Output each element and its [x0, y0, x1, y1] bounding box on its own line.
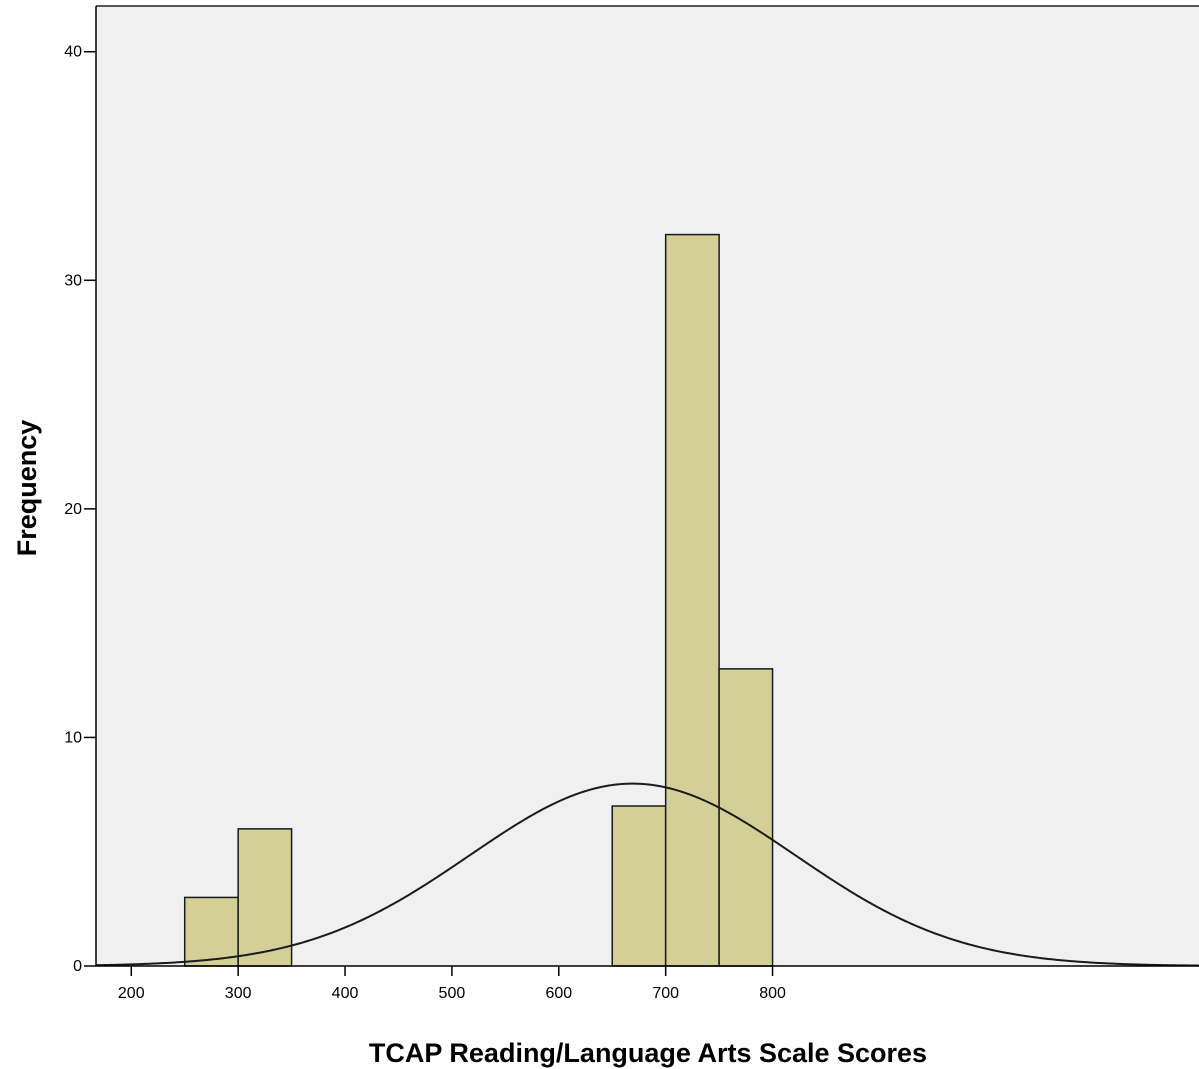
- histogram-bar-250-300: [183, 896, 239, 967]
- y-tick-label: 40: [64, 44, 82, 61]
- x-tick-label: 300: [225, 985, 252, 1002]
- histogram-bar-650-700: [611, 805, 667, 967]
- histogram-bar-750-800: [718, 668, 774, 967]
- y-tick-label: 30: [64, 272, 82, 289]
- y-axis-title: Frequency: [12, 420, 42, 557]
- x-tick-label: 400: [332, 985, 359, 1002]
- x-tick-label: 200: [118, 985, 145, 1002]
- histogram-bar-700-750: [664, 233, 720, 967]
- y-tick-label: 10: [64, 729, 82, 746]
- x-tick-label: 500: [439, 985, 466, 1002]
- x-tick-label: 800: [759, 985, 786, 1002]
- x-tick-label: 600: [545, 985, 572, 1002]
- x-ticks-group: 200 300 400 500 600 700 800: [118, 966, 786, 1002]
- histogram-bar-300-350: [237, 828, 293, 967]
- y-tick-label: 20: [64, 501, 82, 518]
- y-tick-label: 0: [73, 958, 82, 975]
- x-tick-label: 700: [652, 985, 679, 1002]
- y-ticks-group: 0 10 20 30 40: [64, 44, 96, 975]
- normal-curve: [95, 782, 1199, 967]
- x-axis-title: TCAP Reading/Language Arts Scale Scores: [369, 1038, 927, 1068]
